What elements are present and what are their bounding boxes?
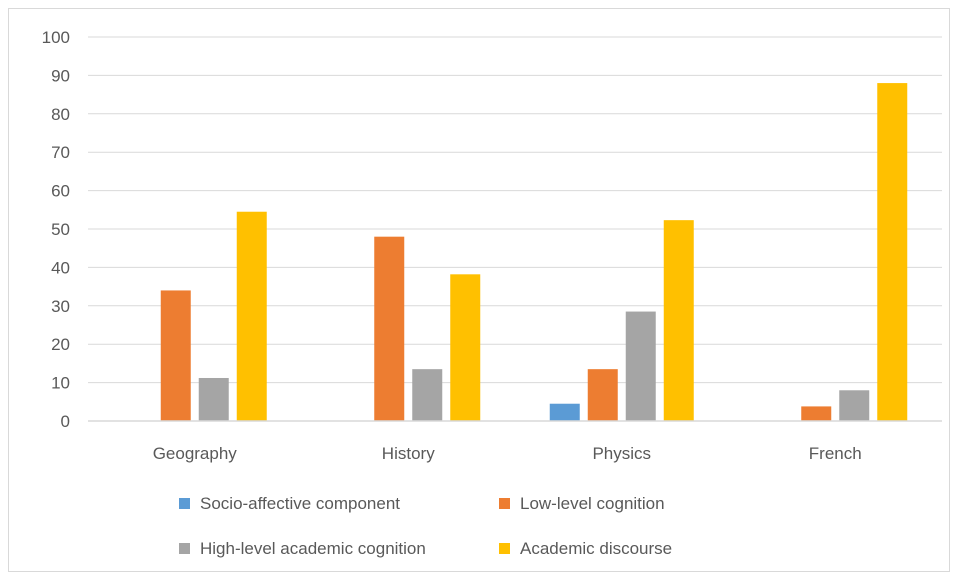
legend-swatch xyxy=(179,498,190,509)
legend-swatch xyxy=(179,543,190,554)
bar-history-1 xyxy=(374,236,405,421)
x-category-label: French xyxy=(809,444,862,463)
y-tick-label: 80 xyxy=(51,105,70,124)
bar-history-2 xyxy=(412,369,443,421)
legend-label: Low-level cognition xyxy=(520,494,665,513)
legend-item: Low-level cognition xyxy=(499,494,665,513)
x-axis-category-labels: Geography History Physics French xyxy=(153,444,862,463)
bar-history-3 xyxy=(450,274,481,421)
y-tick-label: 10 xyxy=(51,374,70,393)
bar-physics-2 xyxy=(625,311,656,421)
bar-geography-2 xyxy=(198,377,229,421)
y-tick-label: 30 xyxy=(51,297,70,316)
legend-swatch xyxy=(499,498,510,509)
legend-item: Academic discourse xyxy=(499,539,672,558)
bar-physics-3 xyxy=(663,220,694,421)
bar-french-3 xyxy=(877,83,908,421)
legend-label: High-level academic cognition xyxy=(200,539,426,558)
gridlines xyxy=(88,36,942,384)
legend-label: Academic discourse xyxy=(520,539,672,558)
bar-french-2 xyxy=(839,390,870,421)
bar-french-1 xyxy=(801,406,832,421)
y-tick-label: 60 xyxy=(51,182,70,201)
y-tick-label: 70 xyxy=(51,143,70,162)
bars xyxy=(160,83,908,421)
y-axis-tick-labels: 0 10 20 30 40 50 60 70 80 90 100 xyxy=(42,28,70,431)
x-category-label: Geography xyxy=(153,444,238,463)
x-category-label: History xyxy=(382,444,435,463)
legend-item: Socio-affective component xyxy=(179,494,400,513)
legend-item: High-level academic cognition xyxy=(179,539,426,558)
x-category-label: Physics xyxy=(592,444,651,463)
bar-geography-3 xyxy=(236,211,267,421)
legend: Socio-affective component Low-level cogni… xyxy=(179,494,672,558)
y-tick-label: 50 xyxy=(51,220,70,239)
y-tick-label: 20 xyxy=(51,335,70,354)
bar-physics-1 xyxy=(587,369,618,421)
y-tick-label: 100 xyxy=(42,28,70,47)
bar-physics-0 xyxy=(549,403,580,421)
y-tick-label: 0 xyxy=(61,412,70,431)
y-tick-label: 90 xyxy=(51,66,70,85)
legend-swatch xyxy=(499,543,510,554)
legend-label: Socio-affective component xyxy=(200,494,400,513)
bar-geography-1 xyxy=(160,290,191,421)
y-tick-label: 40 xyxy=(51,258,70,277)
